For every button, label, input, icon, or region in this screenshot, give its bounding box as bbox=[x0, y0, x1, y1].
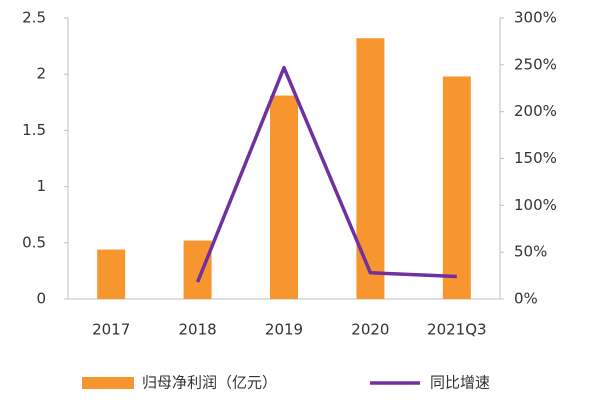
legend-label: 归母净利润（亿元） bbox=[142, 374, 277, 392]
x-tick-label: 2018 bbox=[179, 321, 217, 339]
y2-tick-label: 0% bbox=[514, 290, 538, 308]
y2-tick-label: 300% bbox=[514, 9, 557, 27]
y-tick-label: 1.5 bbox=[22, 121, 46, 139]
y2-tick-label: 50% bbox=[514, 243, 547, 261]
bar bbox=[183, 240, 212, 299]
legend-label: 同比增速 bbox=[430, 374, 490, 392]
y2-tick-label: 150% bbox=[514, 149, 557, 167]
y-tick-label: 2.5 bbox=[22, 9, 46, 27]
bar bbox=[97, 249, 126, 299]
x-tick-label: 2021Q3 bbox=[427, 321, 487, 339]
line bbox=[195, 65, 457, 283]
y2-tick-label: 250% bbox=[514, 55, 557, 73]
x-tick-label: 2019 bbox=[265, 321, 303, 339]
bar bbox=[270, 95, 298, 299]
y2-tick-label: 100% bbox=[514, 196, 557, 214]
y-tick-label: 2 bbox=[36, 65, 46, 83]
y2-tick-label: 200% bbox=[514, 102, 557, 120]
bar bbox=[356, 38, 385, 300]
y-tick-label: 0 bbox=[36, 290, 46, 308]
bar bbox=[442, 76, 471, 299]
y-tick-label: 1 bbox=[36, 177, 46, 195]
x-tick-label: 2020 bbox=[351, 321, 389, 339]
x-tick-label: 2017 bbox=[92, 321, 130, 339]
legend-swatch bbox=[82, 377, 134, 389]
y-tick-label: 0.5 bbox=[22, 233, 46, 251]
